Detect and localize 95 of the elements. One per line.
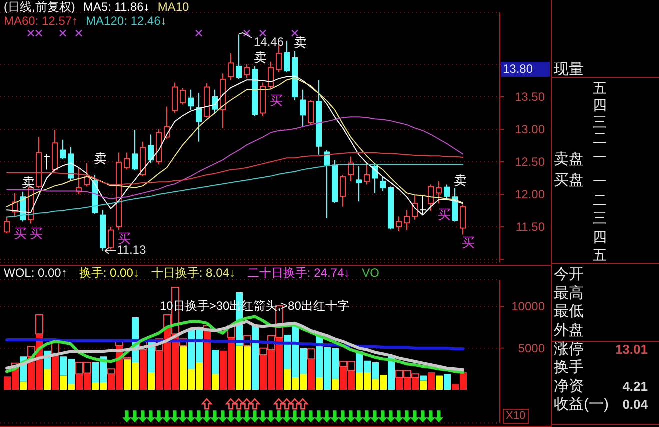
text: 0.04 <box>622 397 648 412</box>
bar <box>308 348 316 360</box>
text: 五 <box>593 247 607 263</box>
annotation: 卖 <box>454 172 467 188</box>
text: 买盘 <box>554 172 584 189</box>
bar <box>436 376 443 390</box>
bar <box>444 374 451 390</box>
text: 外盘 <box>554 322 584 339</box>
annotation: 卖 <box>94 150 107 166</box>
text: 最高 <box>554 285 584 302</box>
text: MA60: 12.57↑ <box>4 14 78 28</box>
candlestick <box>348 156 354 182</box>
bar <box>108 368 116 375</box>
bar <box>20 382 27 390</box>
bar <box>180 338 188 346</box>
candlestick <box>220 73 226 129</box>
annotation: 买 <box>270 92 283 108</box>
y-tick-label: 12.00 <box>514 188 546 202</box>
bar <box>428 372 435 390</box>
bar <box>420 380 427 390</box>
text: 三 <box>593 114 607 130</box>
text: 二十日换手: 24.74↓ <box>247 266 350 280</box>
text: MA10 <box>158 0 190 14</box>
text: VO <box>362 266 380 280</box>
text: 收益(一) <box>554 396 609 413</box>
text: MA5: 11.86↓ <box>83 0 150 14</box>
annotation: 卖 <box>294 34 307 50</box>
bar <box>308 359 315 390</box>
annotation: 卖 <box>22 174 35 190</box>
bar <box>44 369 51 390</box>
annotation: 买 <box>30 226 43 240</box>
annotation: 买 <box>462 234 475 250</box>
text: 卖盘 <box>554 151 584 168</box>
text: 涨停 <box>554 341 584 358</box>
candlestick <box>116 152 122 231</box>
text: X10 <box>506 410 526 422</box>
candlestick <box>436 181 442 204</box>
chart-title: (日线,前复权) <box>4 0 76 14</box>
candlestick <box>172 82 178 114</box>
y-tick-label: 12.50 <box>514 155 546 169</box>
bar <box>316 377 323 390</box>
bar <box>244 335 252 346</box>
text: 三 <box>593 210 607 226</box>
y-tick-label: 11.50 <box>516 220 546 234</box>
y-tick-label: 13.50 <box>514 90 546 104</box>
annotation: 买 <box>438 206 451 222</box>
annotation: 14.46 <box>254 35 284 49</box>
bar <box>140 350 147 390</box>
y-tick-label: 5000 <box>518 341 546 356</box>
text: 今开 <box>554 266 584 283</box>
line-series <box>6 338 464 351</box>
bar <box>252 326 259 390</box>
text: 二 <box>593 130 607 146</box>
candlestick <box>196 92 202 142</box>
bar <box>204 330 211 390</box>
y-tick-label: 13.00 <box>514 122 546 136</box>
text: 二 <box>593 192 607 208</box>
bar <box>28 346 36 358</box>
text: 四 <box>593 97 607 113</box>
bar <box>36 314 44 335</box>
text: 现量 <box>554 61 584 78</box>
text: 四 <box>593 229 607 245</box>
text: 一 <box>593 149 607 165</box>
bar <box>420 376 427 381</box>
candlestick <box>292 51 298 101</box>
candlestick <box>44 154 50 170</box>
candlestick <box>316 80 322 156</box>
text: 净资 <box>554 378 584 395</box>
bar <box>148 372 155 390</box>
annotation: 11.13 <box>117 243 146 257</box>
y-tick-label: 10000 <box>512 300 546 314</box>
annotation: 买 <box>14 226 27 240</box>
candlestick <box>404 210 410 231</box>
bar <box>332 379 339 390</box>
text: 4.21 <box>622 379 648 394</box>
annotation: 卖 <box>254 50 267 64</box>
text: 13.80 <box>503 62 534 76</box>
candlestick <box>364 162 370 186</box>
bar <box>52 354 59 390</box>
bar <box>212 350 219 374</box>
candlestick <box>300 89 306 128</box>
text: 十日换手: 8.04↓ <box>151 266 236 280</box>
annotation: 买 <box>118 230 131 246</box>
bar <box>156 338 164 352</box>
text: 最低 <box>554 303 584 320</box>
text: MA120: 12.46↓ <box>86 14 167 28</box>
text: 五 <box>593 80 607 96</box>
bar <box>212 374 219 390</box>
text: 13.01 <box>615 342 648 357</box>
text: 一 <box>593 173 607 189</box>
text: 换手 <box>554 359 584 376</box>
text: 换手: 0.00↓ <box>79 266 140 280</box>
bar <box>124 356 132 360</box>
candlestick <box>356 166 362 202</box>
text: WOL: 0.00↑ <box>4 266 68 280</box>
